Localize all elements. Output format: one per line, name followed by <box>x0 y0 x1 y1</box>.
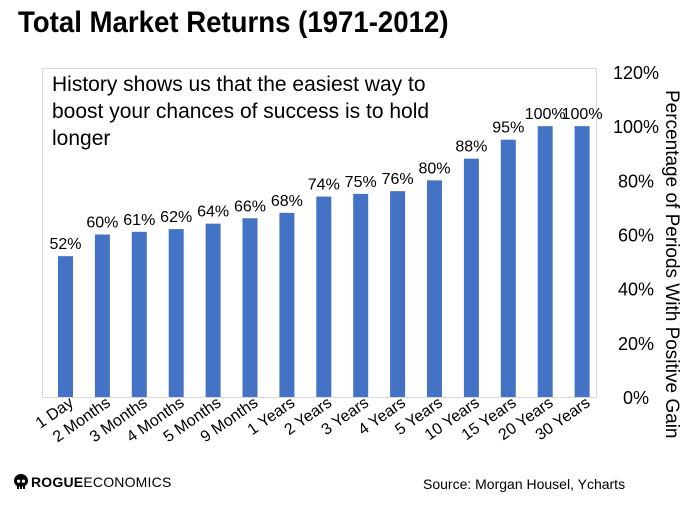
bar <box>574 126 590 398</box>
bar-value-label: 64% <box>197 204 229 221</box>
y-axis-title-container: Percentage of Periods With Positive Gain <box>656 90 686 439</box>
y-tick-label: 20% <box>618 334 654 354</box>
logo-text: ECONOMICS <box>83 474 172 490</box>
bar-value-label: 75% <box>345 174 377 191</box>
bar <box>168 229 184 397</box>
bar <box>500 139 516 398</box>
plot-area <box>42 68 597 398</box>
bar-value-label: 100% <box>562 106 603 123</box>
bar-value-label: 74% <box>308 177 340 194</box>
y-tick-label: 40% <box>618 280 654 300</box>
y-tick-label: 100% <box>613 117 659 137</box>
logo-text-bold: ROGUE <box>31 474 84 490</box>
y-tick-label: 0% <box>623 388 649 408</box>
bar-value-label: 68% <box>271 193 303 210</box>
bar-value-label: 100% <box>525 106 566 123</box>
bar-value-label: 76% <box>382 171 414 188</box>
chart-callout: History shows us that the easiest way to… <box>52 73 430 150</box>
y-tick-label: 120% <box>613 63 659 83</box>
y-tick-label: 60% <box>618 226 654 246</box>
bar <box>463 158 479 397</box>
bar-value-label: 66% <box>234 198 266 215</box>
bar-value-label: 88% <box>455 139 487 156</box>
bar <box>390 191 406 397</box>
rogue-skull-icon <box>14 474 28 489</box>
bar-value-label: 95% <box>492 120 524 137</box>
y-axis-title: Percentage of Periods With Positive Gain <box>661 90 682 439</box>
bar <box>242 218 258 397</box>
chart-title: Total Market Returns (1971-2012) <box>18 6 449 39</box>
bar <box>94 234 110 397</box>
bar <box>537 126 553 398</box>
bar-value-label: 52% <box>49 236 81 253</box>
bar-value-label: 61% <box>123 212 155 229</box>
bar <box>131 231 147 397</box>
bar-value-label: 60% <box>86 215 118 232</box>
bar <box>427 180 442 397</box>
bar <box>205 223 221 397</box>
bar-value-label: 80% <box>418 160 450 177</box>
bar <box>353 193 369 397</box>
source-note: Source: Morgan Housel, Ycharts <box>423 476 626 492</box>
bar <box>279 212 295 397</box>
bar <box>58 256 73 397</box>
y-tick-label: 80% <box>618 171 654 191</box>
bar-value-label: 62% <box>160 209 192 226</box>
rogue-economics-logo: ROGUE ECONOMICS <box>14 474 171 490</box>
bar <box>316 196 332 397</box>
